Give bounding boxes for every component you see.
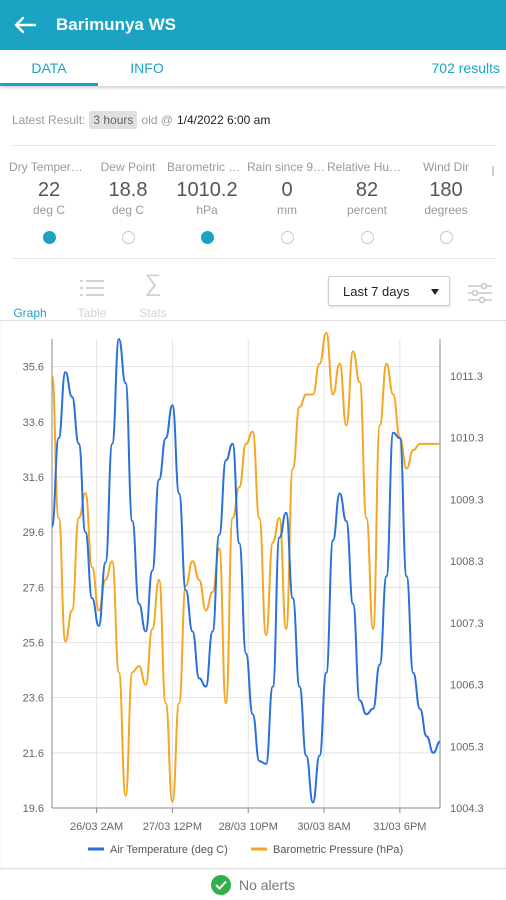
legend-label-barometric-pressure: Barometric Pressure (hPa) xyxy=(273,844,403,856)
list-icon xyxy=(62,270,122,298)
y-right-tick-label: 1006.3 xyxy=(450,680,484,692)
y-right-tick-label: 1008.3 xyxy=(450,556,484,568)
latest-result-prefix: Latest Result: xyxy=(12,113,85,127)
variable-label: Wind Dir xyxy=(406,160,486,174)
latest-result-suffix: old @ xyxy=(141,113,173,127)
check-icon xyxy=(211,875,231,895)
variable-radio[interactable] xyxy=(201,231,214,244)
latest-result-datetime: 1/4/2022 6:00 am xyxy=(177,113,270,127)
latest-result: Latest Result: 3 hours old @ 1/4/2022 6:… xyxy=(12,111,270,129)
variable-dew-point[interactable]: Dew Point 18.8 deg C xyxy=(88,160,168,217)
y-left-tick-label: 31.6 xyxy=(23,472,44,484)
tab-bar: DATA INFO 702 results xyxy=(0,50,506,86)
variable-radio[interactable] xyxy=(43,231,56,244)
variable-radio[interactable] xyxy=(361,231,374,244)
x-tick-label: 31/03 6PM xyxy=(373,821,426,833)
variable-relative-humidity[interactable]: Relative Humidity 82 percent xyxy=(327,160,407,217)
variable-value: 82 xyxy=(327,179,407,202)
variable-radio[interactable] xyxy=(122,231,135,244)
y-right-tick-label: 1010.3 xyxy=(450,433,484,445)
x-tick-label: 30/03 8AM xyxy=(297,821,350,833)
graph-view-button[interactable]: Graph xyxy=(0,270,60,320)
y-right-tick-label: 1007.3 xyxy=(450,618,484,630)
variable-label: Dew Point xyxy=(88,160,168,174)
caret-down-icon xyxy=(431,289,439,295)
divider xyxy=(12,258,496,259)
y-left-tick-label: 29.6 xyxy=(23,527,44,539)
back-button[interactable] xyxy=(0,0,50,50)
variable-label: Barometric Pressure xyxy=(167,160,247,174)
variable-unit: mm xyxy=(247,203,327,217)
variable-value: 0 xyxy=(247,179,327,202)
x-tick-label: 26/03 2AM xyxy=(70,821,123,833)
y-right-tick-label: 1005.3 xyxy=(450,741,484,753)
view-toolbar: Graph Table ∑ Stats Last 7 days xyxy=(0,262,506,320)
variable-value: 180 xyxy=(406,179,486,202)
period-dropdown[interactable]: Last 7 days xyxy=(328,276,450,306)
variable-unit: degrees xyxy=(406,203,486,217)
page-title: Barimunya WS xyxy=(56,15,176,35)
arrow-left-icon xyxy=(14,16,36,34)
y-left-tick-label: 35.6 xyxy=(23,362,44,374)
stats-label: Stats xyxy=(123,306,183,320)
tab-info[interactable]: INFO xyxy=(98,50,196,86)
variable-radio[interactable] xyxy=(281,231,294,244)
series-line-barometric-pressure xyxy=(52,333,440,802)
scroll-hint xyxy=(492,166,494,176)
variable-label: Dry Temperature xyxy=(9,160,89,174)
y-left-tick-label: 27.6 xyxy=(23,582,44,594)
results-count: 702 results xyxy=(432,50,500,86)
table-view-button[interactable]: Table xyxy=(62,270,122,320)
variable-barometric-pressure[interactable]: Barometric Pressure 1010.2 hPa xyxy=(167,160,247,217)
y-right-tick-label: 1009.3 xyxy=(450,494,484,506)
latest-result-age: 3 hours xyxy=(89,111,137,129)
y-left-tick-label: 33.6 xyxy=(23,417,44,429)
y-left-tick-label: 23.6 xyxy=(23,693,44,705)
variable-radio[interactable] xyxy=(440,231,453,244)
sliders-icon[interactable] xyxy=(468,282,492,304)
variable-selector: Dry Temperature 22 deg C Dew Point 18.8 … xyxy=(0,160,506,250)
variable-label: Relative Humidity xyxy=(327,160,407,174)
variable-wind-dir[interactable]: Wind Dir 180 degrees xyxy=(406,160,486,217)
variable-value: 22 xyxy=(9,179,89,202)
variable-dry-temperature[interactable]: Dry Temperature 22 deg C xyxy=(9,160,89,217)
graph-icon xyxy=(0,270,60,298)
variable-unit: deg C xyxy=(88,203,168,217)
y-left-tick-label: 25.6 xyxy=(23,637,44,649)
variable-unit: hPa xyxy=(167,203,247,217)
variable-value: 1010.2 xyxy=(167,179,247,202)
stats-view-button[interactable]: ∑ Stats xyxy=(123,270,183,320)
x-tick-label: 27/03 12PM xyxy=(143,821,202,833)
x-tick-label: 28/03 10PM xyxy=(219,821,278,833)
active-tab-indicator xyxy=(0,83,98,86)
y-left-tick-label: 19.6 xyxy=(23,803,44,815)
variable-label: Rain since 9am xyxy=(247,160,327,174)
alerts-bar: No alerts xyxy=(0,868,506,900)
y-right-tick-label: 1011.3 xyxy=(450,371,483,383)
y-left-tick-label: 21.6 xyxy=(23,748,44,760)
sigma-icon: ∑ xyxy=(123,270,183,298)
app-bar: Barimunya WS xyxy=(0,0,506,50)
divider xyxy=(12,145,496,146)
table-label: Table xyxy=(62,306,122,320)
graph-label: Graph xyxy=(0,306,60,320)
y-right-tick-label: 1004.3 xyxy=(450,803,484,815)
variable-value: 18.8 xyxy=(88,179,168,202)
variable-unit: deg C xyxy=(9,203,89,217)
alerts-label: No alerts xyxy=(239,877,295,893)
tab-data[interactable]: DATA xyxy=(0,50,98,86)
chart-panel: 19.6 21.6 23.6 25.6 27.6 29.6 31.6 33.6 35.6 1004… xyxy=(0,320,506,870)
variable-rain[interactable]: Rain since 9am 0 mm xyxy=(247,160,327,217)
line-chart[interactable]: 19.6 21.6 23.6 25.6 27.6 29.6 31.6 33.6 35.6 1004… xyxy=(0,321,506,869)
variable-unit: percent xyxy=(327,203,407,217)
period-value: Last 7 days xyxy=(343,284,410,299)
legend-label-air-temperature: Air Temperature (deg C) xyxy=(110,844,228,856)
